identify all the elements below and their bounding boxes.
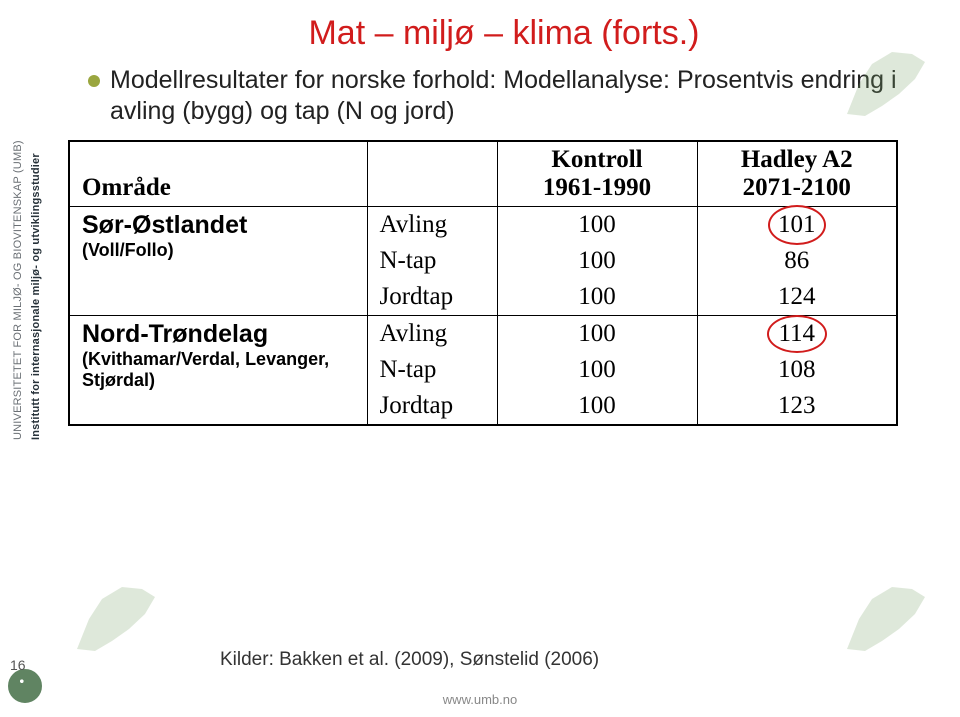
bullet-row: Modellresultater for norske forhold: Mod… [88, 65, 944, 128]
value-kontroll: 100 [497, 352, 697, 388]
umb-logo-icon [8, 669, 42, 703]
metric-label: N-tap [367, 243, 497, 279]
vertical-institute-label: Institutt for internasjonale miljø- og u… [30, 20, 42, 440]
value-kontroll: 100 [497, 243, 697, 279]
region-cell: Nord-Trøndelag (Kvithamar/Verdal, Levang… [69, 315, 367, 425]
table-header-row: Område Kontroll 1961-1990 Hadley A2 2071… [69, 141, 897, 207]
page-number: 16 [10, 657, 26, 673]
kontroll-line2: 1961-1990 [510, 174, 685, 202]
value-kontroll: 100 [497, 315, 697, 352]
col-hadley: Hadley A2 2071-2100 [697, 141, 897, 207]
sidebar: Institutt for internasjonale miljø- og u… [0, 0, 56, 717]
circled-value: 114 [767, 320, 827, 348]
source-citation: Kilder: Bakken et al. (2009), Sønstelid … [220, 649, 599, 671]
results-table: Område Kontroll 1961-1990 Hadley A2 2071… [68, 140, 898, 426]
metric-label: N-tap [367, 352, 497, 388]
circled-value: 101 [767, 211, 827, 239]
bullet-prefix: Modellresultater for norske forhold: [110, 66, 496, 94]
table-row: Sør-Østlandet (Voll/Follo) Avling 100 10… [69, 206, 897, 243]
col-area: Område [69, 141, 367, 207]
slide-title: Mat – miljø – klima (forts.) [64, 14, 944, 53]
value-hadley: 123 [697, 388, 897, 425]
col-metric [367, 141, 497, 207]
metric-label: Jordtap [367, 279, 497, 316]
hadley-line1: Hadley A2 [710, 146, 885, 174]
table-row: Nord-Trøndelag (Kvithamar/Verdal, Levang… [69, 315, 897, 352]
value-kontroll: 100 [497, 279, 697, 316]
region-cell: Sør-Østlandet (Voll/Follo) [69, 206, 367, 315]
region-name: Nord-Trøndelag [82, 320, 355, 349]
metric-label: Jordtap [367, 388, 497, 425]
region-name: Sør-Østlandet [82, 211, 355, 240]
vertical-university-label: UNIVERSITETET FOR MILJØ- OG BIOVITENSKAP… [12, 20, 24, 440]
region-sub: (Kvithamar/Verdal, Levanger, Stjørdal) [82, 349, 355, 391]
region-sub: (Voll/Follo) [82, 240, 355, 261]
value-hadley: 124 [697, 279, 897, 316]
metric-label: Avling [367, 206, 497, 243]
kontroll-line1: Kontroll [510, 146, 685, 174]
bullet-icon [88, 75, 100, 87]
slide-content: Mat – miljø – klima (forts.) Modellresul… [64, 10, 944, 677]
footer-url: www.umb.no [443, 692, 517, 707]
value-hadley: 101 [697, 206, 897, 243]
value-hadley: 108 [697, 352, 897, 388]
bullet-text: Modellresultater for norske forhold: Mod… [110, 65, 944, 128]
value-hadley: 86 [697, 243, 897, 279]
value-kontroll: 100 [497, 388, 697, 425]
hadley-line2: 2071-2100 [710, 174, 885, 202]
value-kontroll: 100 [497, 206, 697, 243]
metric-label: Avling [367, 315, 497, 352]
value-hadley: 114 [697, 315, 897, 352]
col-kontroll: Kontroll 1961-1990 [497, 141, 697, 207]
